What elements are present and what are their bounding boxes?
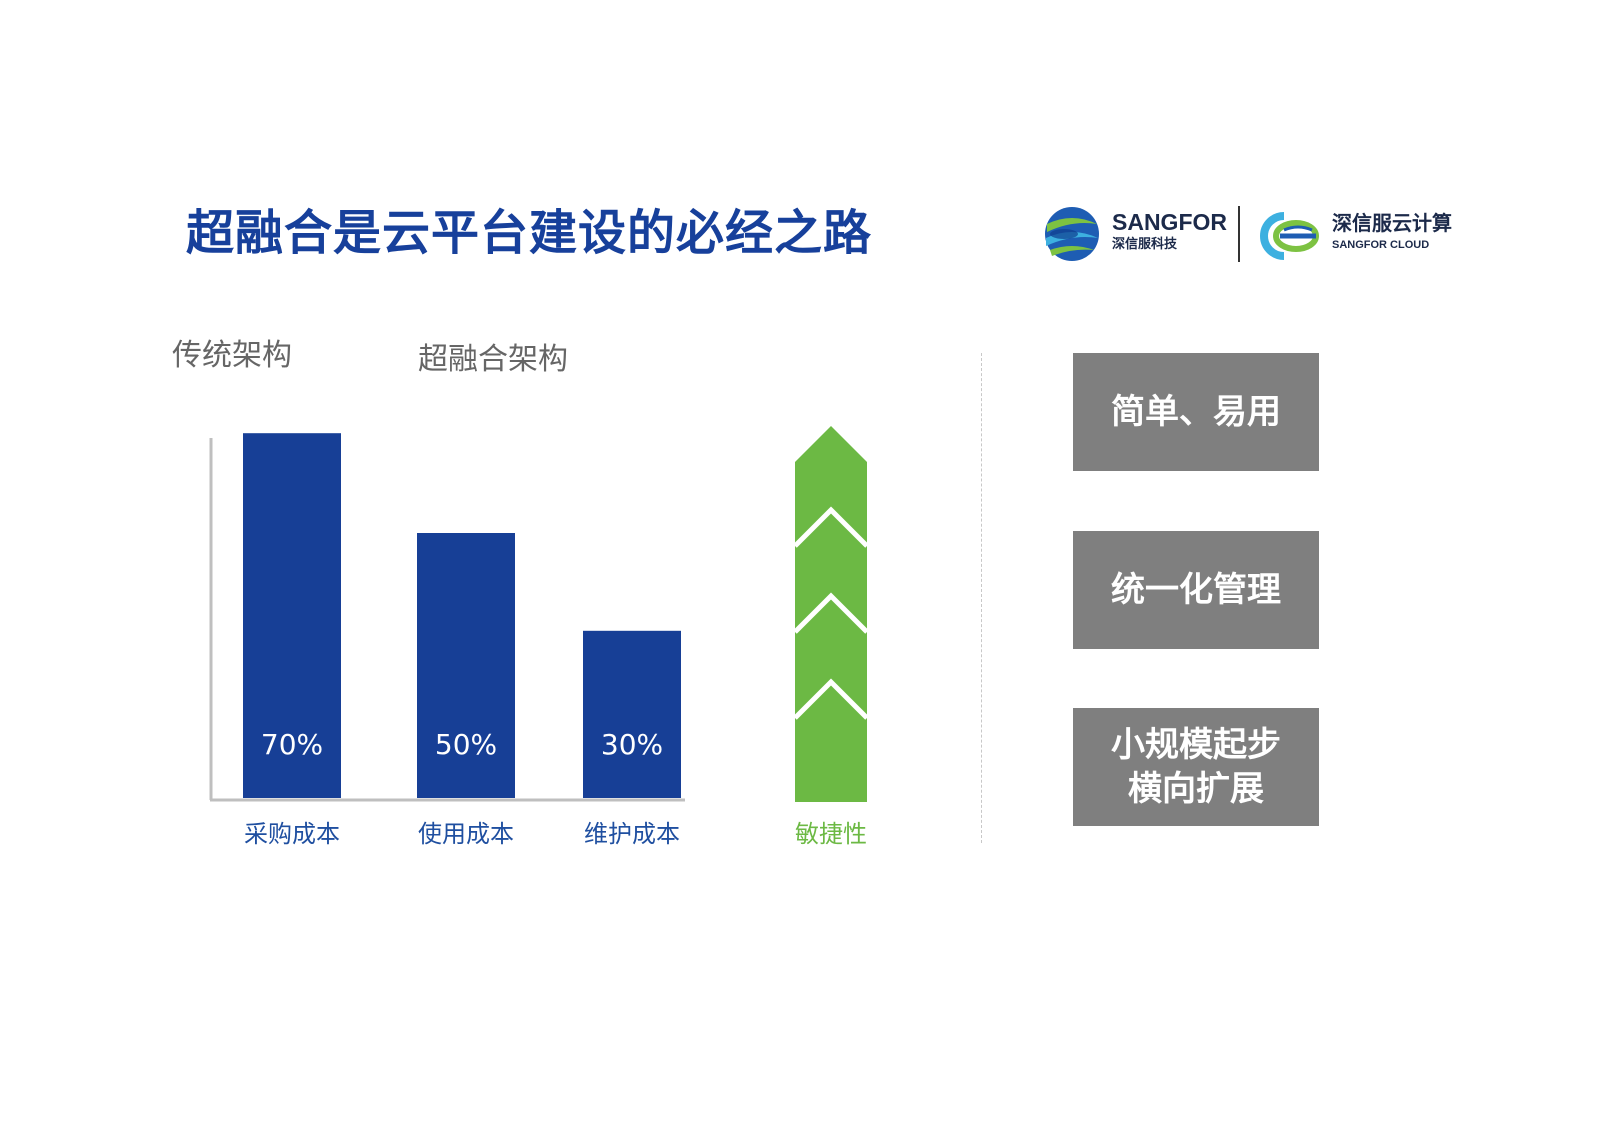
sangfor-cloud-logo-text: 深信服云计算 (1332, 211, 1452, 235)
bar-1 (243, 433, 341, 798)
agility-arrow-body (795, 426, 867, 802)
sangfor-cloud-logo-subtext: SANGFOR CLOUD (1332, 239, 1430, 251)
bar-2 (417, 533, 515, 798)
page-title: 超融合是云平台建设的必经之路 (186, 205, 873, 261)
benefit-simple-easy: 简单、易用 (1073, 353, 1319, 471)
sangfor-cloud-logo-icon (1260, 212, 1319, 260)
sangfor-globe-logo-icon (1045, 207, 1099, 261)
arrow-chevron (793, 678, 869, 720)
legend-traditional-label: 传统架构 (172, 338, 292, 373)
cost-bar-chart: 70% 采购成本 50% 使用成本 30% 维护成本 敏捷性 (209, 426, 869, 848)
category-label: 采购成本 (244, 820, 340, 848)
category-label: 使用成本 (418, 820, 514, 848)
benefit-scale-out: 小规模起步 横向扩展 (1073, 708, 1319, 826)
category-label: 维护成本 (584, 820, 680, 848)
logo-group: SANGFOR 深信服科技 深信服云计算 SANGFOR CLOUD (1042, 200, 1462, 272)
agility-label: 敏捷性 (795, 820, 867, 848)
vertical-divider (981, 353, 982, 843)
sangfor-logo-subtext: 深信服科技 (1112, 237, 1178, 252)
sangfor-logo-text: SANGFOR (1112, 209, 1227, 235)
benefit-unified-management: 统一化管理 (1073, 531, 1319, 649)
arrow-chevron (793, 506, 869, 548)
bar-value-label: 30% (601, 728, 663, 761)
legend-hci-label: 超融合架构 (418, 342, 568, 377)
agility-arrow: 敏捷性 (793, 426, 869, 848)
bar-3 (583, 630, 681, 798)
bar-value-label: 50% (435, 728, 497, 761)
arrow-chevron (793, 592, 869, 634)
logo-divider (1238, 206, 1240, 262)
bar-value-label: 70% (261, 728, 323, 761)
